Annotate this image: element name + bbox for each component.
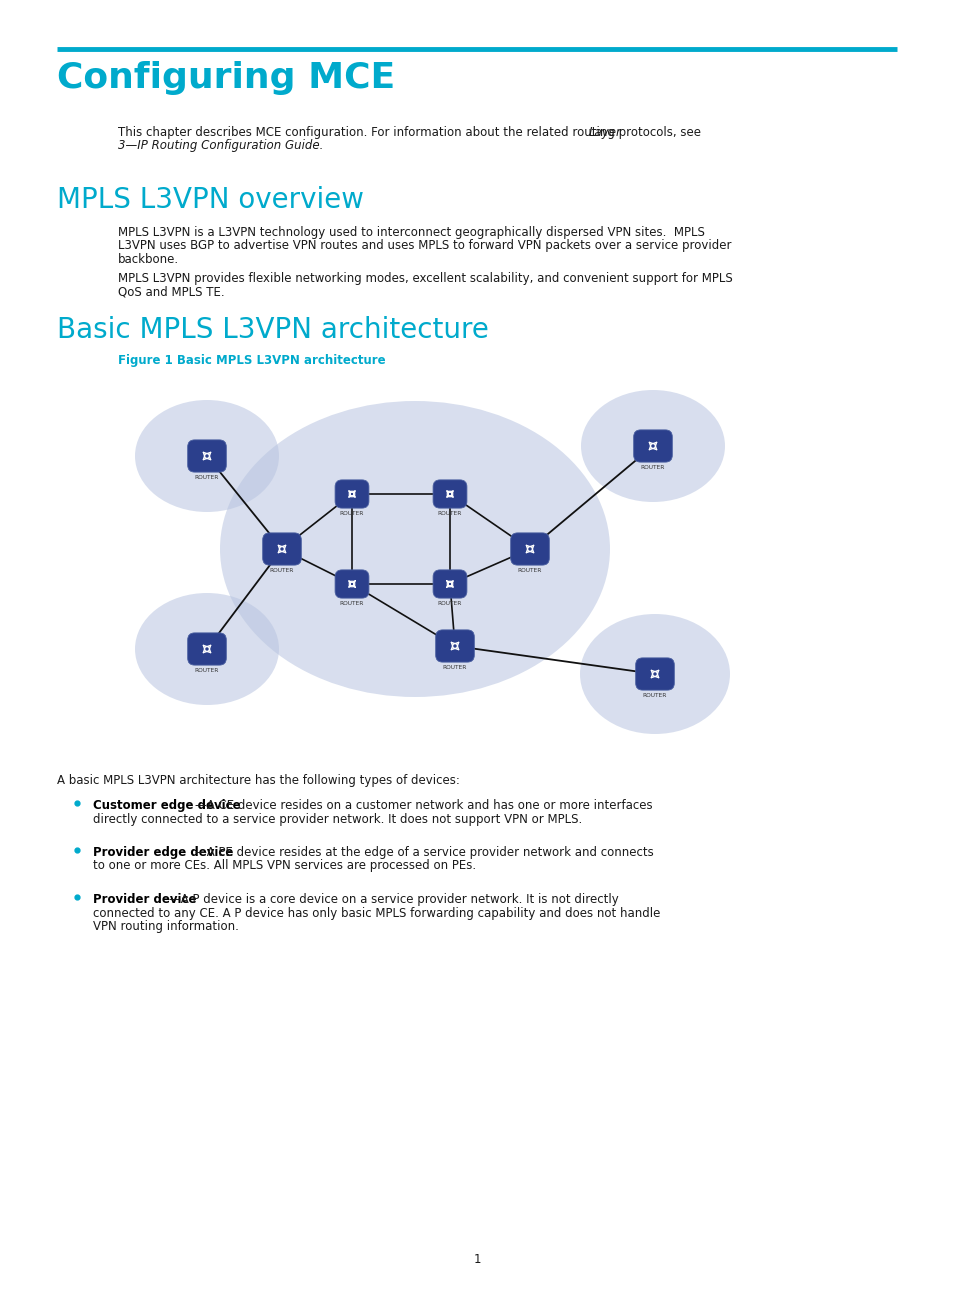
Text: Layer: Layer bbox=[588, 126, 620, 138]
FancyBboxPatch shape bbox=[633, 430, 672, 462]
FancyBboxPatch shape bbox=[510, 533, 549, 565]
Text: Provider edge device: Provider edge device bbox=[92, 846, 233, 859]
Text: Basic MPLS L3VPN architecture: Basic MPLS L3VPN architecture bbox=[57, 316, 488, 344]
Text: 3—IP Routing Configuration Guide.: 3—IP Routing Configuration Guide. bbox=[118, 140, 323, 153]
Text: MPLS L3VPN provides flexible networking modes, excellent scalability, and conven: MPLS L3VPN provides flexible networking … bbox=[118, 272, 732, 285]
Text: ROUTER: ROUTER bbox=[339, 511, 364, 516]
FancyBboxPatch shape bbox=[188, 633, 226, 665]
Ellipse shape bbox=[135, 593, 278, 705]
Text: Customer edge device: Customer edge device bbox=[92, 798, 240, 813]
Ellipse shape bbox=[579, 613, 729, 734]
FancyBboxPatch shape bbox=[635, 657, 674, 690]
Text: connected to any CE. A P device has only basic MPLS forwarding capability and do: connected to any CE. A P device has only… bbox=[92, 907, 659, 920]
Text: 1: 1 bbox=[473, 1253, 480, 1266]
Ellipse shape bbox=[220, 401, 609, 697]
FancyBboxPatch shape bbox=[436, 630, 474, 663]
Text: MPLS L3VPN overview: MPLS L3VPN overview bbox=[57, 186, 364, 214]
Text: ROUTER: ROUTER bbox=[437, 600, 461, 606]
Text: L3VPN uses BGP to advertise VPN routes and uses MPLS to forward VPN packets over: L3VPN uses BGP to advertise VPN routes a… bbox=[118, 239, 731, 252]
Text: —A P device is a core device on a service provider network. It is not directly: —A P device is a core device on a servic… bbox=[170, 893, 618, 906]
Text: QoS and MPLS TE.: QoS and MPLS TE. bbox=[118, 286, 224, 299]
Text: ROUTER: ROUTER bbox=[642, 694, 666, 697]
Ellipse shape bbox=[580, 389, 724, 502]
Text: VPN routing information.: VPN routing information. bbox=[92, 920, 238, 933]
FancyBboxPatch shape bbox=[433, 569, 466, 598]
Text: ROUTER: ROUTER bbox=[194, 668, 219, 673]
Text: Figure 1 Basic MPLS L3VPN architecture: Figure 1 Basic MPLS L3VPN architecture bbox=[118, 355, 385, 367]
FancyBboxPatch shape bbox=[335, 480, 369, 509]
Text: ROUTER: ROUTER bbox=[442, 665, 467, 670]
FancyBboxPatch shape bbox=[335, 569, 369, 598]
Text: —A CE device resides on a customer network and has one or more interfaces: —A CE device resides on a customer netwo… bbox=[194, 798, 652, 813]
FancyBboxPatch shape bbox=[433, 480, 466, 509]
Text: ROUTER: ROUTER bbox=[339, 600, 364, 606]
FancyBboxPatch shape bbox=[262, 533, 301, 565]
Text: ROUTER: ROUTER bbox=[640, 465, 664, 470]
Text: ROUTER: ROUTER bbox=[517, 568, 541, 573]
Text: Provider device: Provider device bbox=[92, 893, 196, 906]
Text: Configuring MCE: Configuring MCE bbox=[57, 61, 395, 94]
Text: to one or more CEs. All MPLS VPN services are processed on PEs.: to one or more CEs. All MPLS VPN service… bbox=[92, 859, 476, 872]
Text: ROUTER: ROUTER bbox=[437, 511, 461, 516]
Text: —A PE device resides at the edge of a service provider network and connects: —A PE device resides at the edge of a se… bbox=[194, 846, 653, 859]
Text: directly connected to a service provider network. It does not support VPN or MPL: directly connected to a service provider… bbox=[92, 813, 581, 826]
Text: ROUTER: ROUTER bbox=[194, 475, 219, 480]
FancyBboxPatch shape bbox=[188, 440, 226, 472]
Text: A basic MPLS L3VPN architecture has the following types of devices:: A basic MPLS L3VPN architecture has the … bbox=[57, 774, 459, 787]
Text: MPLS L3VPN is a L3VPN technology used to interconnect geographically dispersed V: MPLS L3VPN is a L3VPN technology used to… bbox=[118, 226, 704, 239]
Text: backbone.: backbone. bbox=[118, 254, 179, 267]
Text: This chapter describes MCE configuration. For information about the related rout: This chapter describes MCE configuration… bbox=[118, 126, 704, 138]
Ellipse shape bbox=[135, 400, 278, 512]
Text: ROUTER: ROUTER bbox=[270, 568, 294, 573]
